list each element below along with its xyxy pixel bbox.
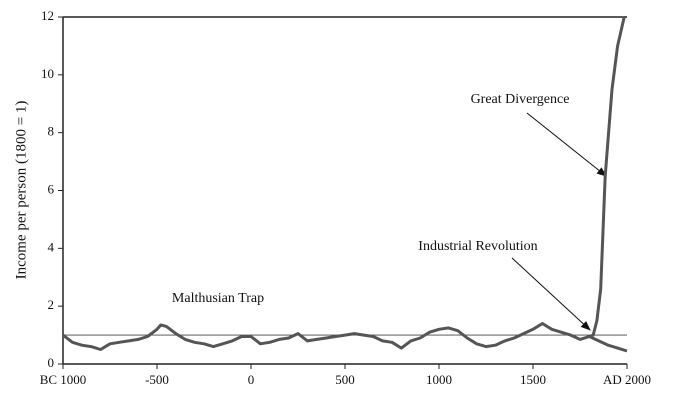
x-tick-label: 0	[248, 372, 255, 387]
data-line	[62, 322, 628, 353]
data-line	[588, 16, 626, 338]
y-tick-label: 8	[48, 124, 55, 139]
y-tick-label: 2	[48, 297, 55, 312]
x-tick-label: AD 2000	[603, 372, 651, 387]
x-tick-label: -500	[145, 372, 169, 387]
x-tick-label: BC 1000	[40, 372, 87, 387]
y-tick-label: 10	[41, 66, 54, 81]
y-tick-label: 0	[48, 355, 55, 370]
x-tick-label: 1500	[520, 372, 546, 387]
annotation: Great Divergence	[471, 92, 570, 107]
annotation: Malthusian Trap	[172, 291, 264, 306]
x-tick-label: 1000	[426, 372, 452, 387]
y-tick-label: 4	[48, 239, 55, 254]
arrow	[511, 257, 591, 331]
y-tick-label: 12	[41, 8, 54, 23]
annotation: Industrial Revolution	[418, 239, 537, 254]
y-axis-label: Income per person (1800 = 1)	[13, 101, 29, 280]
y-tick-label: 6	[48, 181, 55, 196]
x-tick-label: 500	[335, 372, 355, 387]
arrow	[526, 112, 607, 177]
